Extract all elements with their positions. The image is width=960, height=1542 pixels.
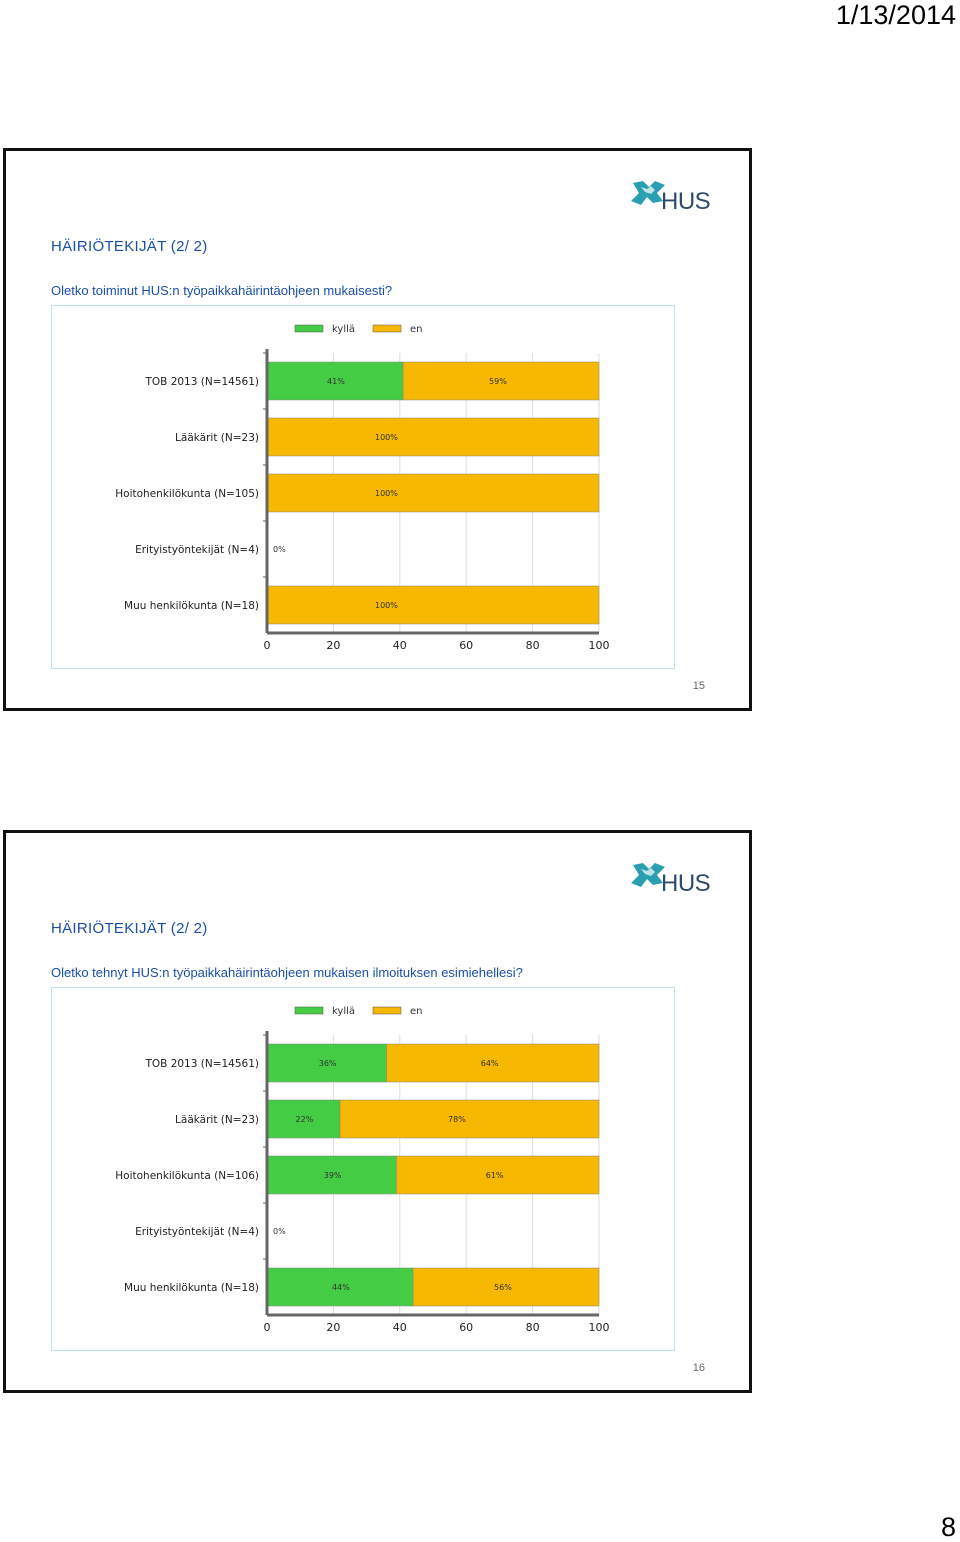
legend-label-1: en: [410, 324, 423, 335]
data-label: 78%: [448, 1115, 466, 1124]
category-label: Lääkärit (N=23): [175, 432, 259, 444]
hus-logo-text: HUS: [661, 188, 710, 213]
data-label: 22%: [296, 1115, 314, 1124]
legend-swatch-0: [294, 324, 324, 333]
data-label: 44%: [332, 1283, 350, 1292]
x-tick-label: 20: [326, 1321, 340, 1334]
data-label: 36%: [319, 1059, 337, 1068]
bar-no: [266, 585, 600, 625]
page-number: 8: [940, 1512, 956, 1542]
x-tick-label: 0: [264, 1321, 271, 1334]
x-tick-label: 80: [526, 639, 540, 652]
chart-frame: kyllä en TOB 2013 (N=14561) 41% 59% Lääkärit …: [51, 305, 675, 669]
category-label: Erityistyöntekijät (N=4): [135, 544, 259, 556]
stacked-bar-chart: kyllä en TOB 2013 (N=14561) 41% 59% Lääkärit …: [115, 324, 610, 652]
slide-16: HUS HÄIRIÖTEKIJÄT (2/ 2) Oletko tehnyt H…: [3, 830, 752, 1393]
category-label: Hoitohenkilökunta (N=105): [115, 488, 259, 500]
page-date: 1/13/2014: [835, 0, 956, 30]
data-label: 100%: [375, 601, 398, 610]
slide-title: HÄIRIÖTEKIJÄT (2/ 2): [51, 238, 208, 255]
category-label: TOB 2013 (N=14561): [144, 1058, 259, 1070]
hus-logo: HUS: [629, 859, 715, 895]
bar-no: [339, 1099, 600, 1139]
bar-no: [386, 1043, 600, 1083]
data-label: 0%: [273, 545, 286, 554]
bar-yes: [266, 1099, 341, 1139]
category-label: Lääkärit (N=23): [175, 1114, 259, 1126]
category-label: Muu henkilökunta (N=18): [124, 600, 259, 612]
x-tick-label: 100: [589, 639, 610, 652]
x-tick-label: 20: [326, 639, 340, 652]
data-label: 61%: [486, 1171, 504, 1180]
x-tick-label: 100: [589, 1321, 610, 1334]
data-label: 39%: [324, 1171, 342, 1180]
category-label: TOB 2013 (N=14561): [144, 376, 259, 388]
slide-15: HUS HÄIRIÖTEKIJÄT (2/ 2) Oletko toiminut…: [3, 148, 752, 711]
x-tick-label: 40: [393, 1321, 407, 1334]
data-label: 59%: [489, 377, 507, 386]
x-tick-label: 0: [264, 639, 271, 652]
stacked-bar-chart: kyllä en TOB 2013 (N=14561) 36% 64% Lääkärit …: [115, 1006, 610, 1334]
category-label: Muu henkilökunta (N=18): [124, 1282, 259, 1294]
legend-swatch-1: [372, 1006, 402, 1015]
slide-question: Oletko tehnyt HUS:n työpaikkahäirintäohj…: [51, 965, 523, 980]
category-label: Erityistyöntekijät (N=4): [135, 1226, 259, 1238]
hus-logo-text: HUS: [661, 870, 710, 895]
legend-label-0: kyllä: [332, 1006, 355, 1017]
chart-frame: kyllä en TOB 2013 (N=14561) 36% 64% Lääkärit …: [51, 987, 675, 1351]
bar-no: [266, 473, 600, 513]
bar-no: [396, 1155, 600, 1195]
x-tick-label: 80: [526, 1321, 540, 1334]
data-label: 41%: [327, 377, 345, 386]
bar-no: [412, 1267, 600, 1307]
legend-swatch-0: [294, 1006, 324, 1015]
hus-cross-icon: [631, 863, 665, 887]
data-label: 56%: [494, 1283, 512, 1292]
hus-logo: HUS: [629, 177, 715, 213]
bar-no: [266, 417, 600, 457]
slide-title: HÄIRIÖTEKIJÄT (2/ 2): [51, 920, 208, 937]
slide-number: 16: [692, 1362, 705, 1374]
category-label: Hoitohenkilökunta (N=106): [115, 1170, 259, 1182]
x-tick-label: 60: [459, 1321, 473, 1334]
data-label: 0%: [273, 1227, 286, 1236]
hus-cross-icon: [631, 181, 665, 205]
slide-question: Oletko toiminut HUS:n työpaikkahäirintäo…: [51, 283, 393, 298]
data-label: 100%: [375, 489, 398, 498]
bar-yes: [266, 1043, 387, 1083]
legend-swatch-1: [372, 324, 402, 333]
legend-label-0: kyllä: [332, 324, 355, 335]
slide-number: 15: [692, 680, 705, 692]
bar-yes: [266, 1267, 414, 1307]
x-tick-label: 40: [393, 639, 407, 652]
x-tick-label: 60: [459, 639, 473, 652]
data-label: 64%: [481, 1059, 499, 1068]
bar-yes: [266, 361, 404, 401]
legend-label-1: en: [410, 1006, 423, 1017]
data-label: 100%: [375, 433, 398, 442]
bar-no: [402, 361, 600, 401]
